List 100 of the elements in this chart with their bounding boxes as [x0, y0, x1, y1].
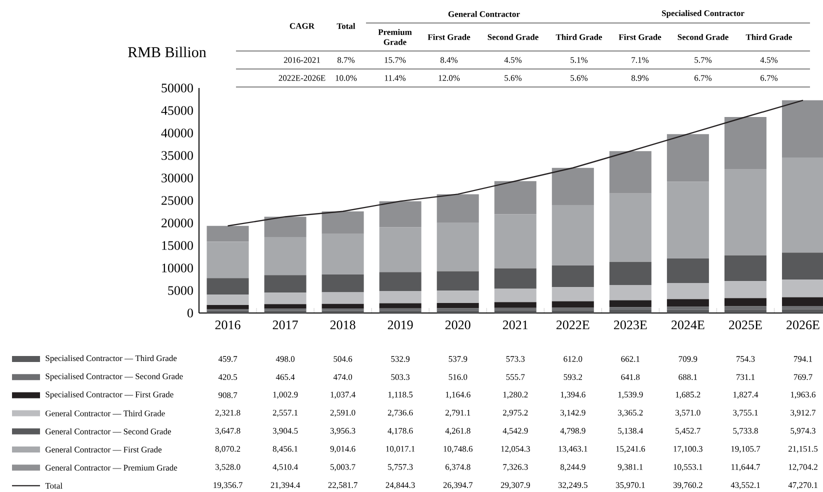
- data-label: 10,748.6: [444, 446, 473, 453]
- data-label: 39,760.2: [673, 482, 702, 490]
- data-label: 5,138.4: [618, 428, 644, 435]
- data-label: 420.5: [218, 374, 238, 380]
- data-label: 474.0: [333, 374, 352, 380]
- text: 15.7%: [384, 57, 406, 63]
- text: 8.4%: [440, 57, 458, 63]
- data-label: 15,241.6: [616, 446, 646, 453]
- data-label: 8,070.2: [215, 446, 240, 453]
- bar: [552, 266, 594, 288]
- x-tick-label: 2018: [330, 320, 356, 330]
- bar: [609, 300, 652, 308]
- data-label: 3,755.1: [733, 410, 758, 417]
- bar: [782, 306, 823, 310]
- data-label: 11,644.7: [732, 464, 760, 472]
- y-tick-label: 35000: [162, 151, 193, 160]
- data-label: 6,374.8: [446, 464, 470, 472]
- data-label: 3,142.9: [560, 410, 586, 417]
- bar: [206, 226, 249, 242]
- bar: [494, 214, 536, 268]
- bar: [379, 303, 422, 308]
- bar: [552, 287, 594, 302]
- bar: [436, 290, 479, 304]
- bar: [322, 292, 364, 304]
- x-tick-label: 2021: [502, 320, 528, 330]
- data-label: 537.9: [448, 356, 468, 362]
- text: 5.6%: [504, 75, 522, 81]
- text: First Grade: [618, 34, 662, 40]
- bar: [724, 310, 766, 313]
- data-label: 3,904.5: [272, 428, 298, 435]
- data-label: 10,017.1: [386, 446, 415, 453]
- bar: [782, 297, 823, 306]
- data-label: 593.2: [564, 374, 582, 380]
- data-label: 5,974.3: [790, 428, 816, 435]
- data-label: 731.1: [736, 374, 755, 380]
- data-label: 1,394.6: [560, 392, 586, 399]
- data-label: 2,791.1: [446, 410, 470, 417]
- text: General Contractor: [448, 11, 520, 17]
- data-label: 3,365.2: [618, 410, 643, 417]
- data-label: 4,542.9: [502, 428, 528, 435]
- data-label: 19,105.7: [731, 446, 760, 453]
- bar: [666, 310, 709, 313]
- bar: [782, 252, 823, 280]
- bar: [666, 258, 709, 284]
- bar: [724, 281, 766, 298]
- bar: [379, 272, 422, 291]
- data-label: 1,118.5: [388, 392, 413, 399]
- x-tick-label: 2017: [272, 320, 298, 330]
- text: 5.7%: [694, 57, 712, 63]
- legend-label: General Contractor — Second Grade: [46, 428, 171, 434]
- x-tick-label: 2019: [388, 320, 413, 330]
- bar: [609, 310, 652, 313]
- text: Premium Grade: [378, 29, 412, 45]
- bar: [206, 278, 249, 294]
- y-tick-label: 30000: [162, 174, 193, 182]
- line-series: [227, 100, 804, 226]
- data-label: 12,704.2: [788, 464, 818, 472]
- data-label: 1,963.6: [791, 392, 816, 399]
- bar: [264, 216, 306, 238]
- bar: [782, 100, 823, 158]
- x-tick-label: 2020: [445, 320, 470, 330]
- bar: [609, 193, 652, 262]
- bar: [494, 181, 536, 214]
- text: Total: [336, 23, 356, 29]
- y-tick-label: 0: [187, 308, 193, 318]
- x-tick-label: 2022E: [556, 320, 590, 330]
- y-tick-label: 50000: [162, 84, 193, 92]
- legend-label: Total: [45, 482, 62, 489]
- bar: [552, 308, 594, 310]
- y-tick-label: 25000: [162, 196, 193, 205]
- data-label: 709.9: [678, 356, 698, 362]
- data-label: 17,100.3: [674, 446, 702, 453]
- bar: [379, 290, 422, 304]
- bar: [264, 292, 306, 304]
- legend-label: General Contractor — Premium Grade: [46, 464, 178, 471]
- data-label: 9,014.6: [330, 446, 356, 453]
- bar: [206, 242, 249, 278]
- data-label: 3,912.7: [790, 410, 816, 417]
- data-label: 1,280.2: [503, 392, 528, 399]
- data-label: 35,970.1: [616, 482, 645, 490]
- data-label: 1,539.9: [618, 392, 643, 399]
- bar: [264, 275, 306, 293]
- bar: [724, 117, 766, 170]
- bar: [609, 307, 652, 310]
- data-label: 22,581.7: [328, 482, 358, 490]
- text: 5.1%: [570, 57, 588, 63]
- bar: [724, 298, 766, 306]
- data-label: 10,553.1: [674, 464, 702, 472]
- x-tick-label: 2026E: [786, 320, 820, 330]
- data-label: 4,178.6: [388, 428, 413, 435]
- data-label: 498.0: [276, 356, 295, 362]
- text: Third Grade: [746, 34, 792, 40]
- data-label: 12,054.3: [501, 446, 530, 453]
- data-label: 8,456.1: [272, 446, 298, 453]
- bar: [379, 227, 422, 272]
- bar: [264, 237, 306, 276]
- data-label: 1,002.9: [273, 392, 298, 399]
- text: 6.7%: [760, 75, 778, 81]
- data-label: 5,757.3: [388, 464, 413, 472]
- data-label: 5,003.7: [330, 464, 356, 472]
